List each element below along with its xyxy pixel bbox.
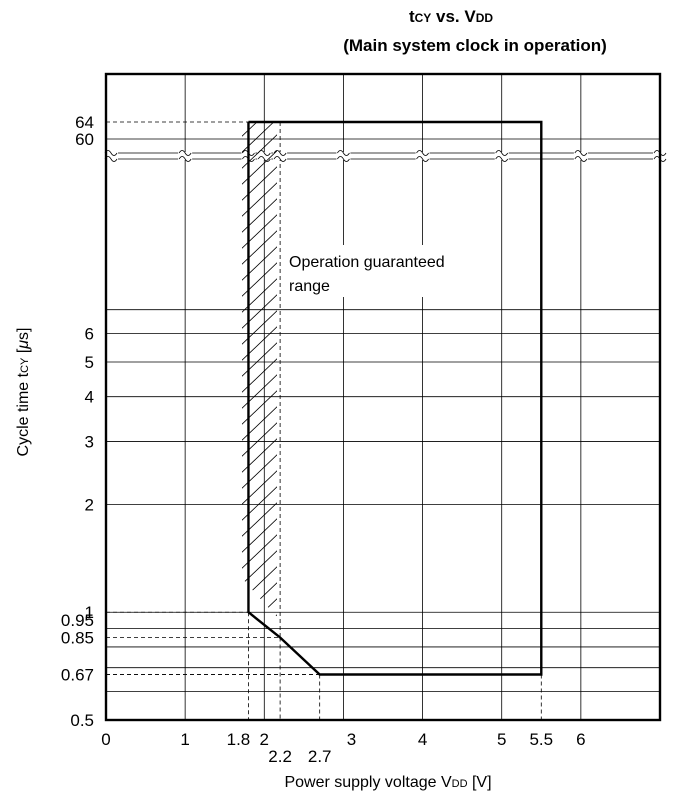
break-gap (415, 152, 430, 160)
hatch-line (242, 579, 277, 617)
break-wave (574, 156, 588, 162)
chart-subtitle: (Main system clock in operation) (343, 36, 607, 55)
hatch-line (242, 259, 277, 301)
break-gap (273, 152, 288, 160)
y-tick-label: 3 (85, 432, 94, 451)
hatch-line (242, 211, 277, 253)
hatch-line (242, 435, 277, 477)
x-tick-label: 5.5 (529, 730, 553, 749)
hatch-line (242, 499, 277, 541)
x-tick-label: 5 (497, 730, 506, 749)
hatch-line (242, 355, 277, 397)
hatch-line (242, 515, 277, 557)
grid-lines (106, 74, 660, 720)
break-gap (257, 152, 272, 160)
hatch-line (242, 243, 277, 285)
hatch-line (238, 676, 280, 716)
break-wave (416, 156, 429, 162)
hatch-line (242, 147, 277, 189)
x-tick-label: 2 (260, 730, 269, 749)
x-tick-label: 1.8 (227, 730, 251, 749)
hatch-line (242, 291, 277, 333)
hatch-line (242, 339, 277, 381)
hatch-line (242, 122, 277, 141)
break-wave (178, 150, 192, 156)
hatch-line (242, 323, 277, 365)
break-wave (178, 156, 192, 162)
y-tick-label: 0.5 (70, 711, 94, 730)
x-axis-label: Power supply voltage VDD [V] (284, 774, 491, 791)
break-gap (494, 152, 509, 160)
region-label-line1: Operation guaranteed (289, 254, 445, 271)
x-tick-label: 4 (418, 730, 427, 749)
hatch-line (238, 628, 280, 668)
hatch-line (242, 419, 277, 461)
break-wave (337, 150, 350, 156)
break-wave (416, 150, 429, 156)
y-tick-label: 6 (85, 325, 94, 344)
break-wave (273, 156, 287, 162)
break-wave (495, 150, 509, 156)
hatch-line (242, 371, 277, 413)
x-tick-label: 0 (101, 730, 110, 749)
break-gap (104, 152, 118, 160)
hatch-line (242, 403, 277, 445)
hatch-line (238, 660, 280, 700)
hatch-line (242, 483, 277, 525)
break-wave (495, 156, 509, 162)
hatch-line (242, 307, 277, 349)
hatch-line (242, 595, 277, 617)
break-gap (178, 152, 193, 160)
hatch-line (242, 467, 277, 509)
region-label-line2: range (289, 278, 330, 295)
hatch-line (242, 195, 277, 237)
hatch-line (242, 387, 277, 429)
hatched-region (238, 122, 280, 732)
region-label-bg (286, 245, 501, 297)
hatch-line (242, 163, 277, 205)
chart-title: tCY vs. VDD (409, 7, 493, 26)
operation-boundary-line (247, 120, 543, 676)
y-tick-label: 64 (75, 113, 94, 132)
break-wave (273, 150, 287, 156)
hatch-line (242, 547, 277, 589)
y-tick-label: 1 (85, 603, 94, 622)
hatch-line (242, 131, 277, 173)
hatch-line (238, 644, 280, 684)
break-gap (573, 152, 588, 160)
hatch-line (242, 531, 277, 573)
x-tick-labels: 0 1 1.8 22.2 2.7 3 4 5 5.5 6 (101, 730, 585, 766)
y-tick-label: 0.95 (61, 611, 94, 630)
y-tick-label: 5 (85, 353, 94, 372)
hatch-line (238, 692, 280, 732)
x-tick-label: 3 (347, 730, 356, 749)
break-wave (257, 156, 271, 162)
break-gap (336, 152, 351, 160)
break-wave (337, 156, 350, 162)
axis-break-marks (104, 150, 667, 162)
y-tick-label: 4 (85, 388, 94, 407)
y-tick-label: 2 (85, 495, 94, 514)
hatch-line (242, 179, 277, 221)
hatch-line (242, 227, 277, 269)
y-axis-label: Cycle time tCY [μs] (15, 328, 32, 457)
x-tick-label: 1 (180, 730, 189, 749)
hatch-line (242, 563, 277, 605)
plot-frame (104, 72, 662, 722)
x-tick-label: 6 (576, 730, 585, 749)
y-tick-label: 60 (75, 130, 94, 149)
reference-dashed-lines (106, 121, 542, 720)
x-tick-label: 2.2 (268, 747, 292, 766)
x-tick-label: 2.7 (308, 747, 332, 766)
hatch-line (242, 451, 277, 493)
break-wave (574, 150, 588, 156)
hatch-line (242, 275, 277, 317)
y-tick-label: 0.67 (61, 665, 94, 684)
y-tick-label: 0.85 (61, 628, 94, 647)
